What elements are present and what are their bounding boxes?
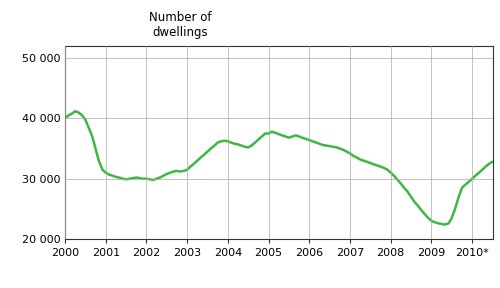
Text: Number of
dwellings: Number of dwellings xyxy=(149,11,212,39)
